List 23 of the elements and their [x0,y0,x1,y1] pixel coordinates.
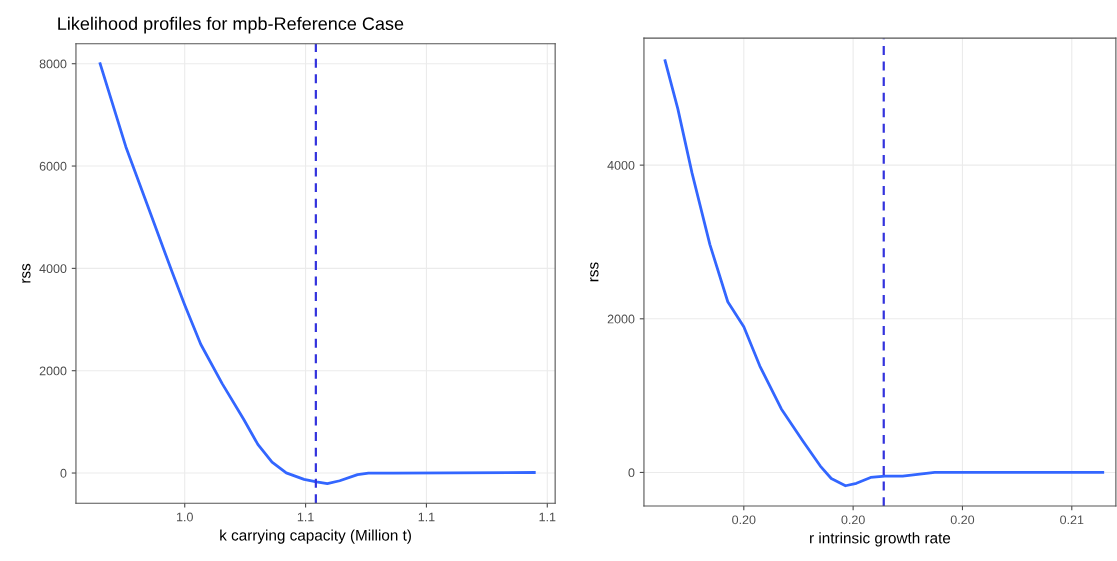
line-series [98,62,536,486]
x-tick-label: 0.20 [950,515,975,525]
y-tick-label: 8000 [39,59,67,69]
line-series [663,59,1105,488]
x-tick-label: 1.1 [539,512,556,522]
chart-title: Likelihood profiles for mpb-Reference Case [58,16,404,34]
y-axis-title: rss [22,263,31,283]
y-tick-label: 2000 [39,366,67,376]
x-tick-label: 1.0 [176,512,193,522]
x-tick-label: 0.21 [1060,515,1084,525]
y-tick-label: 4000 [39,264,67,274]
x-tick-label: 1.1 [297,512,314,522]
x-axis-title: k carrying capacity (Million t) [220,529,411,544]
y-tick-label: 6000 [39,161,67,171]
x-tick-label: 0.20 [732,515,756,525]
y-tick-label: 0 [60,468,67,478]
x-axis-title: r intrinsic growth rate [810,532,951,547]
y-tick-label: 2000 [607,314,635,324]
y-axis-title: rss [590,262,599,282]
x-tick-label: 0.20 [841,515,865,525]
y-tick-label: 0 [628,468,635,478]
y-tick-label: 4000 [607,160,635,170]
x-tick-label: 1.1 [418,512,435,522]
